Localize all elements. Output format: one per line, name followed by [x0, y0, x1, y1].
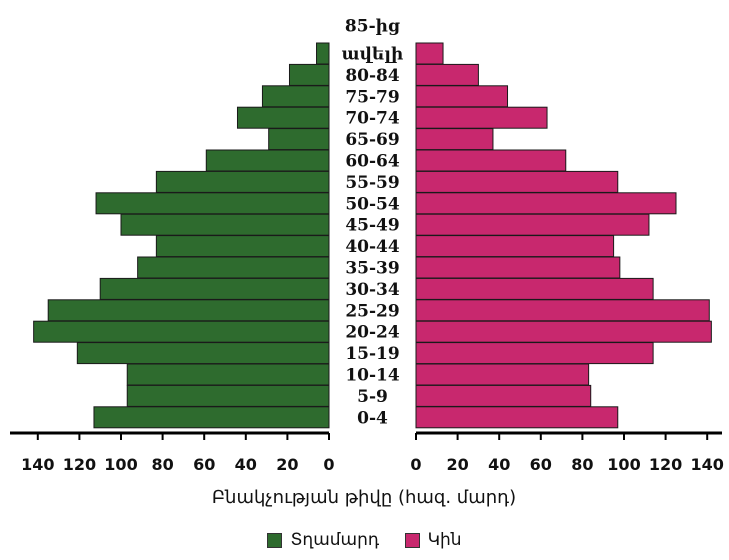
legend-label-female: Կին [427, 530, 462, 550]
category-label-9: 45-49 [345, 216, 399, 236]
category-label-14: 70-74 [345, 109, 400, 129]
bar-male-8 [155, 235, 330, 258]
bar-female-11 [415, 170, 619, 193]
tick-label-right-6: 120 [649, 455, 682, 474]
bar-female-8 [415, 235, 615, 258]
bar-male-14 [236, 106, 330, 129]
legend-swatch-male [267, 532, 283, 548]
bar-female-0 [415, 406, 619, 429]
bar-male-17 [316, 42, 330, 65]
legend-item-female: Կին [404, 530, 462, 550]
bar-male-3 [76, 342, 330, 365]
category-label-3: 15-19 [345, 344, 399, 364]
bar-male-5 [47, 299, 330, 322]
bar-male-12 [205, 149, 330, 172]
category-label-10: 50-54 [345, 194, 400, 214]
tick-label-right-5: 100 [607, 455, 640, 474]
category-label-2: 10-14 [345, 366, 400, 386]
bar-female-3 [415, 342, 654, 365]
bar-male-2 [126, 363, 330, 386]
x-axis-title: Բնակչության թիվը (հազ. մարդ) [212, 487, 516, 508]
legend-label-male: Տղամարդ [290, 530, 380, 550]
legend-swatch-female [404, 532, 420, 548]
bar-female-12 [415, 149, 567, 172]
tick-label-right-3: 60 [530, 455, 552, 474]
bar-female-10 [415, 192, 677, 215]
bar-female-2 [415, 363, 590, 386]
category-label-0: 0-4 [357, 408, 388, 428]
bar-female-17 [415, 42, 444, 65]
tick-label-left-6: 120 [63, 455, 96, 474]
bar-male-11 [155, 170, 330, 193]
bar-female-4 [415, 320, 712, 343]
bar-male-16 [288, 63, 330, 86]
bar-female-16 [415, 63, 479, 86]
legend: Տղամարդ Կին [0, 530, 729, 553]
legend-item-male: Տղամարդ [267, 530, 379, 550]
bar-male-13 [268, 128, 330, 151]
bar-female-9 [415, 213, 650, 236]
bar-female-14 [415, 106, 548, 129]
bar-female-7 [415, 256, 621, 279]
category-label-15: 75-79 [345, 87, 399, 107]
category-label-11: 55-59 [345, 173, 399, 193]
category-label-1: 5-9 [357, 387, 388, 407]
tick-label-left-5: 100 [104, 455, 137, 474]
category-label-4: 20-24 [345, 323, 400, 343]
bar-male-10 [95, 192, 330, 215]
tick-label-right-2: 40 [488, 455, 510, 474]
tick-label-left-7: 140 [21, 455, 54, 474]
tick-label-right-7: 140 [690, 455, 723, 474]
tick-label-right-4: 80 [571, 455, 593, 474]
tick-label-right-0: 0 [410, 455, 421, 474]
bar-male-4 [33, 320, 330, 343]
bar-male-1 [126, 384, 330, 407]
tick-label-left-1: 20 [276, 455, 298, 474]
bar-female-6 [415, 277, 654, 300]
category-label-12: 60-64 [345, 152, 400, 172]
category-label-7: 35-39 [345, 259, 399, 279]
tick-label-left-2: 40 [235, 455, 257, 474]
bar-female-1 [415, 384, 592, 407]
tick-label-left-0: 0 [323, 455, 334, 474]
bar-male-7 [137, 256, 330, 279]
tick-label-right-1: 20 [446, 455, 468, 474]
bar-male-15 [261, 85, 330, 108]
category-label-5: 25-29 [345, 301, 399, 321]
tick-label-left-3: 60 [193, 455, 215, 474]
category-label-13: 65-69 [345, 130, 399, 150]
bar-female-5 [415, 299, 710, 322]
bar-male-6 [99, 277, 330, 300]
tick-label-left-4: 80 [151, 455, 173, 474]
category-label-6: 30-34 [345, 280, 400, 300]
bar-male-9 [120, 213, 330, 236]
category-label-17-line-0: ավելի [342, 45, 404, 65]
category-label-16: 80-84 [345, 66, 400, 86]
category-label-17-line-1: 85-ից [345, 17, 400, 37]
bar-female-15 [415, 85, 509, 108]
bar-female-13 [415, 128, 494, 151]
bar-male-0 [93, 406, 330, 429]
category-label-8: 40-44 [345, 237, 400, 257]
